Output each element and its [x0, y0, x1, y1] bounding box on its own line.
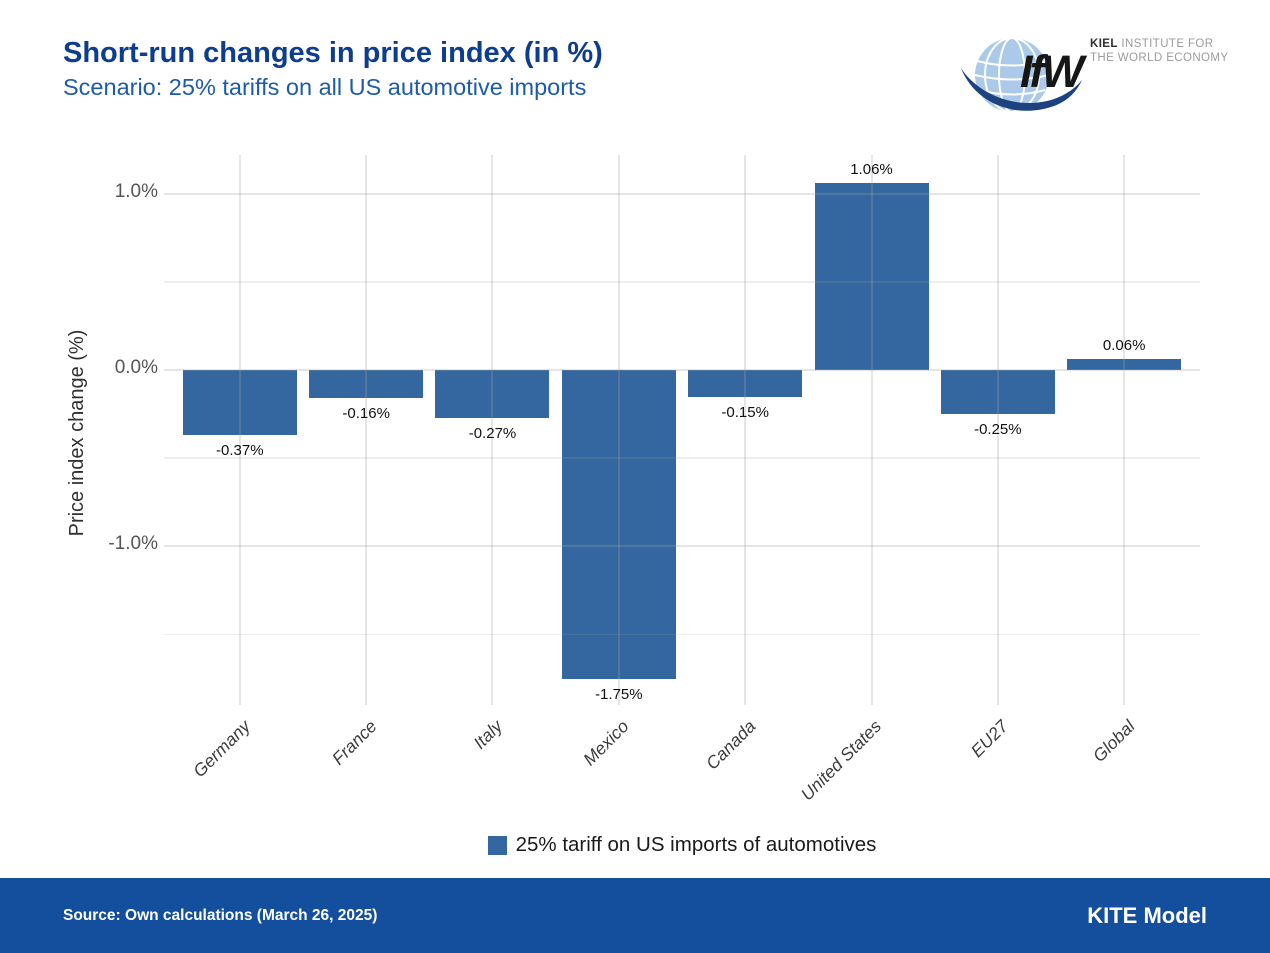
bar-germany: [182, 370, 297, 436]
gridline-vertical: [1123, 155, 1126, 705]
bar-united-states: [814, 183, 929, 371]
x-tick-label-canada: Canada: [701, 716, 760, 774]
gridline-minor: [164, 633, 1200, 636]
chart-title: Short-run changes in price index (in %): [63, 37, 603, 69]
x-tick-label-germany: Germany: [188, 716, 254, 782]
y-axis-title: Price index change (%): [66, 329, 88, 537]
x-tick-label-mexico: Mexico: [579, 716, 633, 770]
logo-institute-name: KIEL INSTITUTE FOR THE WORLD ECONOMY: [1090, 38, 1229, 64]
x-tick-label-eu27: EU27: [966, 716, 1013, 762]
gridline-vertical: [365, 155, 368, 705]
gridline-vertical: [744, 155, 747, 705]
gridline-minor: [164, 457, 1200, 459]
value-label-canada: -0.15%: [721, 403, 769, 421]
ifw-logo: IfW KIEL INSTITUTE FOR THE WORLD ECONOMY: [956, 26, 1228, 120]
y-tick-label: 1.0%: [114, 180, 158, 202]
model-name: KITE Model: [1087, 902, 1207, 928]
globe-icon: IfW: [961, 37, 1090, 113]
value-label-italy: -0.27%: [468, 424, 517, 442]
x-tick-label-france: France: [327, 716, 381, 769]
x-tick-label-united-states: United States: [797, 716, 886, 805]
gridline-vertical: [491, 155, 494, 705]
x-tick-label-italy: Italy: [469, 716, 507, 753]
value-label-eu27: -0.25%: [974, 421, 1022, 439]
bar-eu27: [940, 370, 1055, 415]
gridline-vertical: [617, 155, 620, 705]
gridline-major: [164, 369, 1200, 372]
swoosh-shape: [961, 68, 1082, 111]
bar-mexico: [561, 370, 676, 679]
value-label-mexico: -1.75%: [595, 685, 643, 703]
y-tick-label: 0.0%: [114, 357, 158, 379]
bar-france: [309, 370, 424, 399]
value-label-germany: -0.37%: [216, 442, 264, 460]
legend: 25% tariff on US imports of automotives: [164, 833, 1200, 857]
value-label-united-states: 1.06%: [850, 161, 893, 179]
y-tick-label: -1.0%: [108, 533, 158, 555]
legend-label: 25% tariff on US imports of automotives: [515, 833, 877, 856]
value-label-global: 0.06%: [1102, 337, 1146, 355]
gridline-major: [164, 192, 1200, 195]
value-label-france: -0.16%: [342, 405, 390, 423]
footer-bar: Source: Own calculations (March 26, 2025…: [0, 878, 1270, 953]
gridline-minor: [164, 281, 1200, 283]
source-note: Source: Own calculations (March 26, 2025…: [63, 906, 378, 924]
gridline-vertical: [238, 155, 241, 705]
bar-canada: [688, 370, 803, 397]
x-tick-label-global: Global: [1088, 716, 1139, 766]
chart-subtitle: Scenario: 25% tariffs on all US automoti…: [63, 74, 587, 100]
gridline-major: [164, 545, 1200, 548]
bar-global: [1067, 359, 1182, 371]
gridline-vertical: [996, 155, 999, 705]
gridline-vertical: [870, 155, 873, 705]
legend-swatch: [487, 835, 507, 855]
logo-wordmark: IfW: [1020, 46, 1087, 97]
bar-italy: [435, 370, 550, 418]
